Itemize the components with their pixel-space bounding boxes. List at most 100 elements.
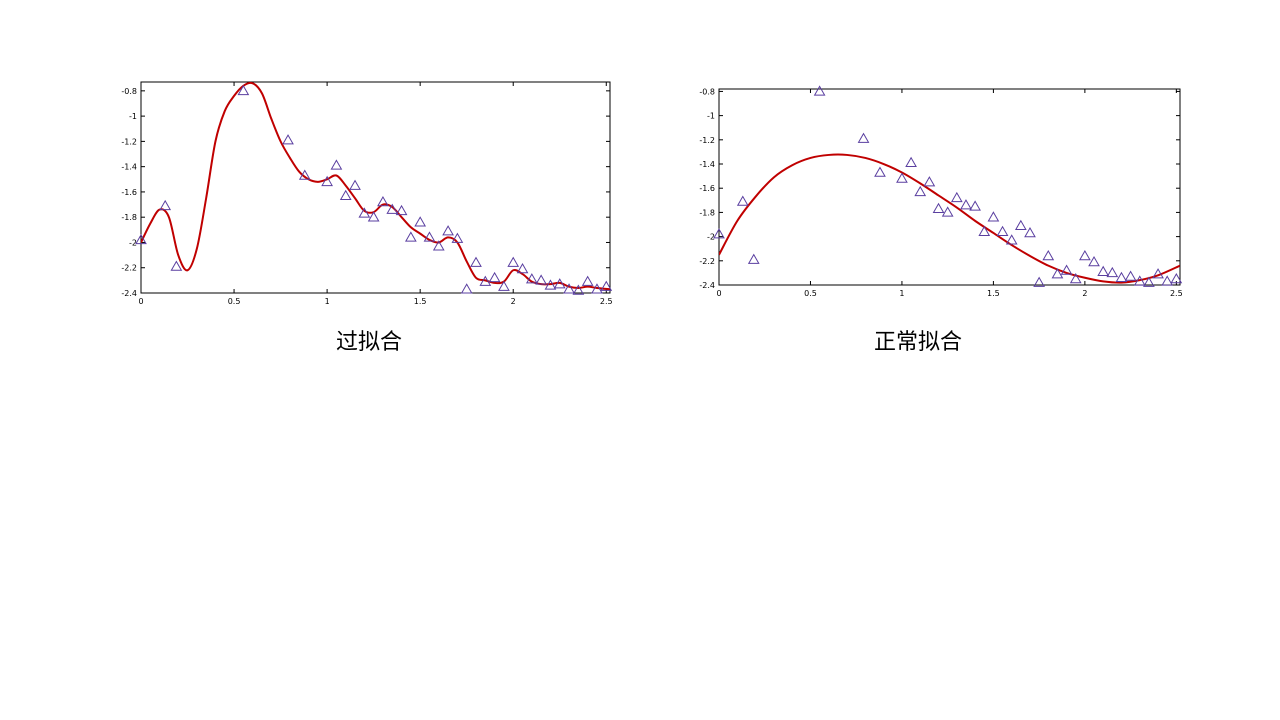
- overfit-data-point: [432, 240, 445, 251]
- overfit-data-point: [377, 196, 389, 207]
- normal-data-point: [1069, 272, 1082, 284]
- normal-y-tick-label: -1.8: [699, 208, 715, 217]
- normal-data-point: [960, 199, 972, 210]
- normal-data-point: [813, 85, 826, 96]
- overfit-data-point: [600, 280, 613, 291]
- normal-y-tick-label: -1.6: [699, 184, 715, 193]
- overfit-x-tick-label: 0.5: [228, 297, 241, 306]
- normal-y-tick-label: -1.2: [699, 136, 715, 145]
- overfit-plot-frame: [140, 81, 611, 294]
- overfit-data-point: [591, 283, 603, 294]
- overfit-data-point: [282, 134, 294, 145]
- overfit-data-point: [507, 256, 520, 267]
- normal-data-point: [978, 225, 991, 237]
- normal-data-point: [941, 206, 954, 217]
- overfit-data-point: [553, 278, 566, 289]
- normal-data-point: [1014, 219, 1027, 230]
- normal-data-point: [1060, 264, 1073, 275]
- normal-data-point: [987, 211, 1000, 222]
- overfit-y-tick-label: -1.4: [121, 163, 137, 172]
- overfit-y-tick-label: -1: [129, 112, 137, 121]
- overfit-data-point: [135, 233, 147, 245]
- normal-y-tick-label: -2: [707, 233, 715, 242]
- overfit-x-tick-label: 2.5: [600, 297, 613, 306]
- overfit-data-point: [170, 260, 183, 271]
- normal-x-tick-label: 1.5: [987, 289, 1000, 298]
- normal-data-point: [1024, 226, 1036, 238]
- overfit-x-tick-label: 0: [138, 297, 143, 306]
- overfit-data-point: [159, 199, 172, 211]
- overfit-data-point: [563, 283, 575, 294]
- normal-data-point: [1051, 268, 1064, 279]
- normal-x-tick-label: 1: [899, 289, 904, 298]
- overfit-data-point: [367, 211, 380, 222]
- normal-data-point: [1005, 234, 1018, 245]
- normal-x-tick-label: 2: [1082, 289, 1087, 298]
- overfit-x-tick-label: 2: [511, 297, 516, 306]
- overfit-data-point: [404, 231, 417, 242]
- overfit-fit-curve: [141, 81, 610, 291]
- normal-y-tick-label: -1: [707, 112, 715, 121]
- normal-data-point: [1143, 276, 1155, 287]
- overfit-data-point: [395, 204, 408, 216]
- overfit-data-point: [581, 275, 594, 286]
- normal-y-tick-label: -1.4: [699, 160, 715, 169]
- normal-data-point: [950, 191, 963, 203]
- overfit-y-tick-label: -1.2: [121, 137, 137, 146]
- overfit-data-point: [572, 284, 585, 295]
- normal-data-point: [1088, 256, 1100, 267]
- normal-data-point: [1124, 270, 1137, 281]
- caption-overfit: 过拟合: [336, 330, 403, 355]
- chart-normal-fit: 0 0.5 1 1.5 2 2.5 -0.8 -1 -1.2 -1.4 -1.6 -1.8 -2 -2.2…: [690, 80, 1200, 310]
- overfit-data-point: [298, 169, 311, 180]
- normal-y-tick-label: -2.2: [699, 257, 715, 266]
- overfit-data-point: [386, 203, 399, 214]
- normal-data-point: [896, 172, 908, 183]
- overfit-data-point: [414, 216, 427, 227]
- overfit-data-point: [358, 207, 371, 218]
- normal-data-point: [1106, 266, 1119, 278]
- overfit-data-point: [451, 232, 464, 243]
- normal-data-point: [923, 176, 936, 187]
- normal-data-point: [1097, 265, 1110, 276]
- normal-data-point: [996, 225, 1009, 237]
- normal-data-point: [1152, 268, 1164, 279]
- normal-data-point: [1042, 249, 1055, 261]
- normal-data-point: [1079, 249, 1091, 261]
- chart-overfit: 0 0.5 1 1.5 2 2.5 -0.8 -1 -1.2 -1.4 -1.6 -1.8 -2 -2.2…: [110, 75, 630, 315]
- overfit-data-point: [237, 84, 250, 96]
- overfit-data-point: [330, 159, 343, 170]
- normal-data-point: [736, 195, 749, 206]
- normal-data-point: [1161, 275, 1174, 286]
- normal-data-point: [874, 166, 886, 177]
- overfit-data-point: [488, 271, 501, 283]
- overfit-data-point: [516, 262, 529, 274]
- overfit-x-tick-label: 1: [325, 297, 330, 306]
- normal-data-point: [905, 156, 917, 168]
- overfit-y-tick-label: -2.4: [121, 289, 137, 298]
- overfit-x-tick-label: 1.5: [414, 297, 427, 306]
- overfit-y-tick-label: -2: [129, 238, 137, 247]
- normal-data-point: [1170, 272, 1183, 284]
- overfit-data-point: [535, 274, 548, 285]
- normal-x-tick-label: 2.5: [1170, 289, 1183, 298]
- normal-plot-frame: [718, 88, 1181, 286]
- overfit-y-tick-label: -2.2: [121, 264, 137, 273]
- overfit-data-point: [339, 189, 352, 200]
- overfit-data-point: [498, 280, 510, 291]
- overfit-y-tick-label: -0.8: [121, 87, 137, 96]
- normal-x-tick-label: 0.5: [804, 289, 817, 298]
- normal-data-point: [1033, 276, 1046, 287]
- overfit-data-point: [479, 275, 492, 286]
- overfit-data-point: [525, 273, 538, 284]
- normal-fit-curve: [719, 153, 1180, 284]
- normal-data-point: [747, 253, 760, 264]
- normal-data-point: [857, 132, 870, 143]
- normal-x-tick-label: 0: [716, 289, 721, 298]
- chart-overfit-svg: 0 0.5 1 1.5 2 2.5 -0.8 -1 -1.2 -1.4 -1.6 -1.8 -2 -2.2…: [121, 81, 613, 306]
- overfit-y-tick-label: -1.8: [121, 213, 137, 222]
- normal-data-point: [969, 200, 981, 211]
- overfit-data-point: [442, 225, 454, 236]
- overfit-data-point: [349, 179, 361, 190]
- overfit-data-point: [423, 231, 436, 242]
